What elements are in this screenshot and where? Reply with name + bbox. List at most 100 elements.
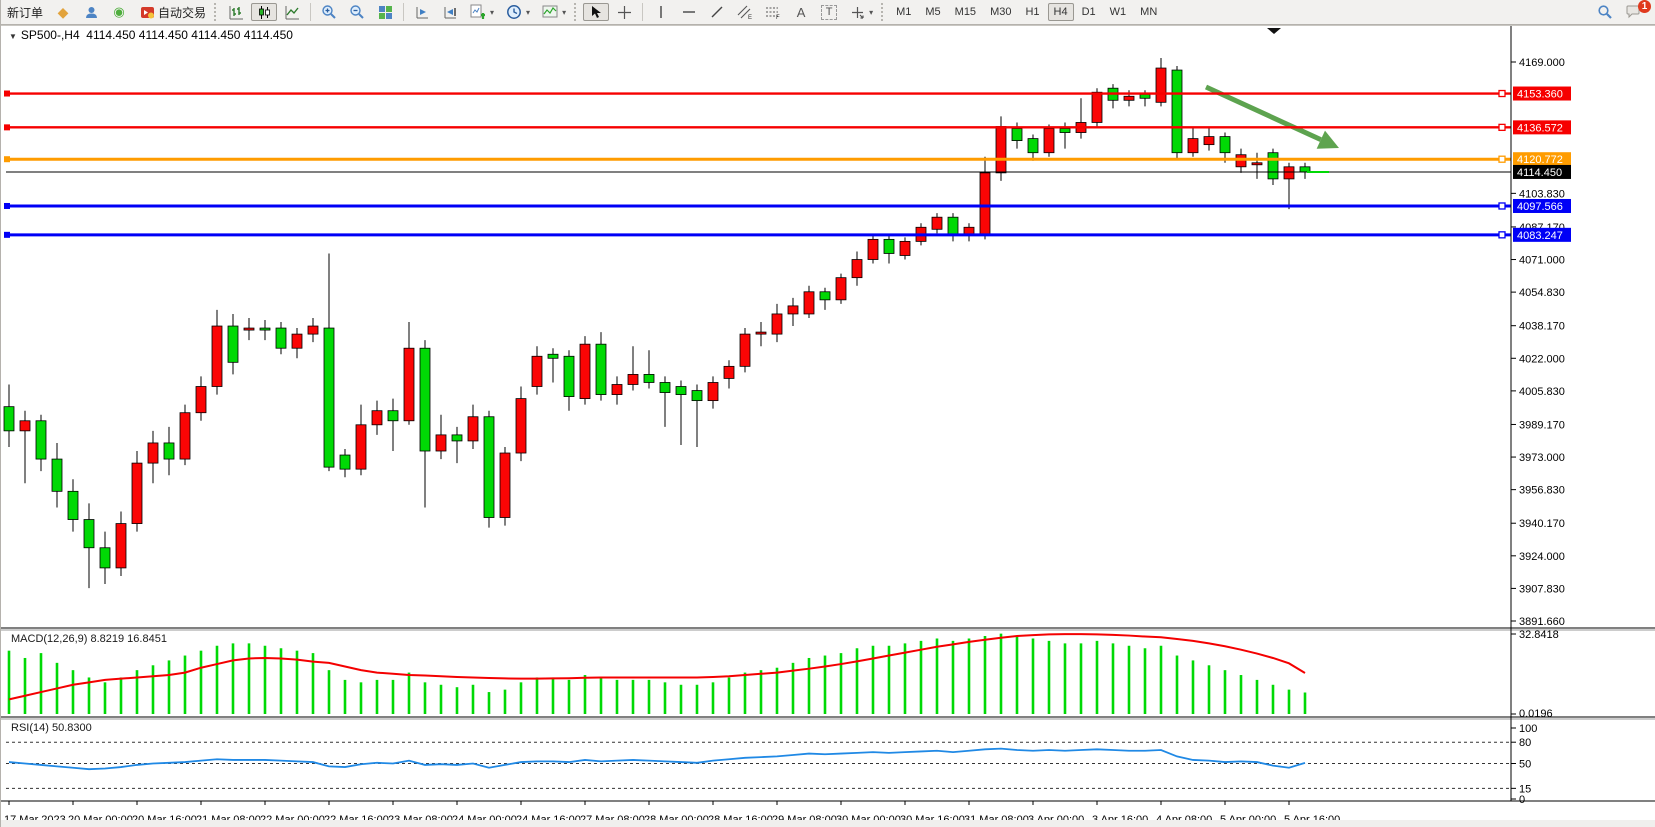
auto-trading-label: 自动交易 bbox=[158, 5, 207, 20]
svg-text:0: 0 bbox=[1519, 794, 1525, 806]
auto-trading-button[interactable]: 自动交易 bbox=[134, 3, 211, 21]
trendline-button[interactable] bbox=[704, 3, 730, 21]
line-handle[interactable] bbox=[1498, 155, 1506, 163]
candle bbox=[1251, 152, 1263, 179]
text-button[interactable]: A bbox=[788, 3, 814, 21]
bars-chart-button[interactable] bbox=[223, 3, 249, 21]
candle bbox=[211, 309, 223, 395]
zoom-out-button[interactable] bbox=[344, 3, 370, 21]
tile-windows-button[interactable] bbox=[372, 3, 398, 21]
tab-timeframe-m30[interactable]: M30 bbox=[990, 6, 1012, 18]
line-handle[interactable] bbox=[4, 231, 10, 238]
line-handle[interactable] bbox=[1498, 89, 1506, 98]
candle bbox=[499, 446, 511, 526]
candle bbox=[1107, 84, 1119, 109]
community-button[interactable] bbox=[78, 3, 104, 21]
candle bbox=[371, 400, 383, 435]
collapse-triangle-icon[interactable]: ▼ bbox=[9, 32, 17, 41]
candle bbox=[163, 426, 175, 476]
vertical-line-button[interactable] bbox=[648, 3, 674, 21]
line-handle[interactable] bbox=[1498, 202, 1506, 210]
tab-timeframe-m1[interactable]: M1 bbox=[896, 6, 912, 18]
hline-4083.247[interactable] bbox=[4, 231, 1511, 239]
periodicity-button[interactable]: ▾ bbox=[501, 3, 535, 21]
signals-icon: ◉ bbox=[113, 4, 125, 19]
trend-arrow-annotation[interactable] bbox=[1204, 84, 1339, 149]
template-icon bbox=[542, 4, 558, 20]
tab-timeframe-d1[interactable]: D1 bbox=[1081, 6, 1096, 18]
svg-text:4005.830: 4005.830 bbox=[1519, 386, 1565, 398]
line-handle[interactable] bbox=[4, 90, 10, 97]
tab-timeframe-m15[interactable]: M15 bbox=[954, 6, 977, 18]
horizontal-line-icon bbox=[681, 4, 697, 20]
line-handle[interactable] bbox=[4, 156, 10, 163]
hline-4136.572[interactable] bbox=[4, 123, 1511, 132]
notifications-button[interactable]: 1 bbox=[1620, 0, 1651, 21]
crosshair-button[interactable] bbox=[611, 3, 637, 21]
market-button[interactable]: ◆ bbox=[50, 3, 76, 21]
svg-text:4103.830: 4103.830 bbox=[1519, 188, 1565, 200]
auto-scroll-icon bbox=[414, 4, 430, 20]
candle bbox=[611, 376, 623, 405]
hline-4097.566[interactable] bbox=[4, 202, 1511, 210]
candle bbox=[291, 328, 303, 359]
line-handle[interactable] bbox=[1498, 123, 1506, 132]
candle bbox=[403, 322, 415, 425]
candle bbox=[707, 376, 719, 409]
tab-timeframe-h1[interactable]: H1 bbox=[1025, 6, 1040, 18]
tab-timeframe-m5[interactable]: M5 bbox=[925, 6, 941, 18]
toolbar-grip bbox=[574, 3, 580, 21]
new-chart-button[interactable]: ▾ bbox=[465, 3, 499, 21]
svg-text:4071.000: 4071.000 bbox=[1519, 255, 1565, 267]
candles-chart-button[interactable] bbox=[251, 3, 278, 21]
signals-button[interactable]: ◉ bbox=[106, 3, 132, 21]
tab-timeframe-mn[interactable]: MN bbox=[1140, 6, 1158, 18]
line-handle[interactable] bbox=[4, 202, 10, 209]
label-icon: T bbox=[821, 4, 838, 20]
cursor-button[interactable] bbox=[583, 3, 610, 21]
svg-text:3891.660: 3891.660 bbox=[1519, 616, 1565, 628]
tile-windows-icon bbox=[377, 4, 393, 20]
candle bbox=[387, 398, 399, 452]
candle bbox=[787, 297, 799, 327]
svg-text:4169.000: 4169.000 bbox=[1519, 57, 1565, 69]
search-button[interactable] bbox=[1592, 3, 1618, 21]
horizontal-line-button[interactable] bbox=[676, 3, 702, 21]
svg-text:F: F bbox=[776, 15, 780, 20]
candle bbox=[227, 313, 239, 375]
new-order-button[interactable]: 新订单 bbox=[2, 3, 48, 21]
window-bottom-edge bbox=[1, 820, 1655, 827]
fibonacci-button[interactable]: F bbox=[760, 3, 786, 21]
candle bbox=[1171, 66, 1183, 159]
tab-timeframe-h4[interactable]: H4 bbox=[1047, 3, 1074, 21]
candle bbox=[419, 340, 431, 508]
new-chart-icon bbox=[470, 4, 486, 20]
periodicity-icon bbox=[506, 4, 522, 20]
candle bbox=[995, 116, 1007, 181]
candle bbox=[3, 384, 15, 447]
zoom-in-button[interactable] bbox=[316, 3, 342, 21]
chart-shift-button[interactable] bbox=[437, 3, 463, 21]
hline-4120.772[interactable] bbox=[4, 155, 1511, 163]
candle bbox=[755, 322, 767, 347]
hline-4153.360[interactable] bbox=[4, 89, 1511, 98]
candle bbox=[691, 384, 703, 447]
template-button[interactable]: ▾ bbox=[537, 3, 571, 21]
line-chart-button[interactable] bbox=[279, 3, 305, 21]
fibonacci-icon: F bbox=[765, 4, 781, 20]
svg-text:4083.247: 4083.247 bbox=[1517, 230, 1563, 242]
candle bbox=[579, 336, 591, 405]
arrows-button[interactable]: ▾ bbox=[844, 3, 878, 21]
candle bbox=[131, 451, 143, 532]
candle bbox=[339, 448, 351, 478]
candle bbox=[323, 253, 335, 472]
candle bbox=[435, 414, 447, 460]
auto-scroll-button[interactable] bbox=[409, 3, 435, 21]
chart-plot[interactable]: 4169.0004103.8304087.1704071.0004054.830… bbox=[1, 25, 1655, 827]
line-handle[interactable] bbox=[1498, 231, 1506, 239]
channel-icon: E bbox=[737, 4, 753, 20]
tab-timeframe-w1[interactable]: W1 bbox=[1109, 6, 1127, 18]
label-button[interactable]: T bbox=[816, 3, 842, 21]
line-handle[interactable] bbox=[4, 124, 10, 131]
channel-button[interactable]: E bbox=[732, 3, 758, 21]
